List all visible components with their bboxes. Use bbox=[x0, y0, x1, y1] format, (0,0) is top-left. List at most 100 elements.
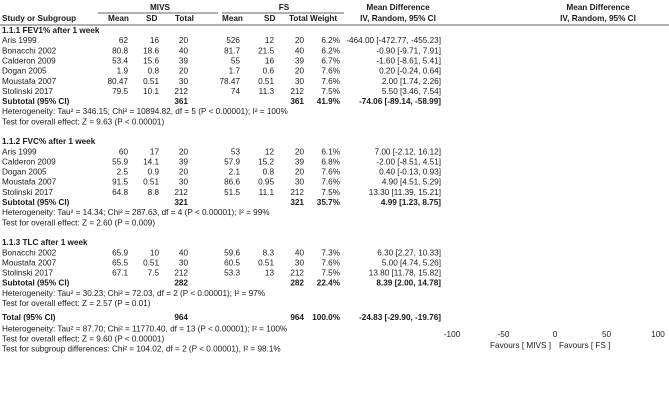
total1-cell: 39 bbox=[179, 56, 189, 65]
mean2-cell: 526 bbox=[226, 36, 240, 45]
col-header-study: Study or Subgroup bbox=[2, 14, 76, 23]
col-header-total2: Total bbox=[289, 14, 308, 23]
sd2-cell: 0.51 bbox=[258, 77, 274, 86]
subtotal-total1: 361 bbox=[174, 97, 188, 106]
weight-cell: 7.5% bbox=[321, 269, 340, 278]
total2-cell: 212 bbox=[290, 87, 304, 96]
mean2-cell: 59.6 bbox=[224, 248, 240, 257]
sd1-cell: 0.51 bbox=[143, 77, 159, 86]
mean1-cell: 55.9 bbox=[112, 157, 128, 166]
subgroup-title: 1.1.3 TLC after 1 week bbox=[2, 238, 88, 247]
ci-cell: 0.20 [-0.24, 0.64] bbox=[379, 67, 441, 76]
ci-cell: 5.50 [3.46, 7.54] bbox=[382, 87, 441, 96]
mean1-cell: 2.5 bbox=[117, 168, 129, 177]
total1-cell: 212 bbox=[174, 87, 188, 96]
heterogeneity-text: Heterogeneity: Tau² = 14.34; Chi² = 287.… bbox=[2, 208, 270, 217]
sd2-cell: 12 bbox=[265, 36, 275, 45]
total1-cell: 212 bbox=[174, 269, 188, 278]
mean2-cell: 60.5 bbox=[224, 258, 240, 267]
subtotal-total2: 282 bbox=[290, 279, 304, 288]
sd1-cell: 10 bbox=[150, 248, 160, 257]
mean1-cell: 67.1 bbox=[112, 269, 128, 278]
ci-cell: 13.30 [11.39, 15.21] bbox=[369, 188, 441, 197]
sd2-cell: 0.6 bbox=[263, 67, 275, 76]
total-overall-effect: Test for overall effect: Z = 9.60 (P < 0… bbox=[2, 335, 164, 344]
weight-cell: 7.6% bbox=[321, 258, 340, 267]
sd2-cell: 0.95 bbox=[258, 178, 274, 187]
study-name: Bonacchi 2002 bbox=[2, 248, 57, 257]
subgroup-title: 1.1.1 FEV1% after 1 week bbox=[2, 26, 100, 35]
ci-cell: 7.00 [-2.12, 16.12] bbox=[375, 147, 441, 156]
subtotal-total1: 282 bbox=[174, 279, 188, 288]
study-name: Bonacchi 2002 bbox=[2, 46, 57, 55]
sd2-cell: 11.1 bbox=[259, 188, 275, 197]
mean1-cell: 62 bbox=[119, 36, 129, 45]
col-header-md-method-plot: IV, Random, 95% CI bbox=[560, 14, 636, 23]
sd2-cell: 13 bbox=[265, 269, 275, 278]
total1-cell: 40 bbox=[179, 248, 189, 257]
total2-cell: 39 bbox=[295, 56, 305, 65]
weight-cell: 7.6% bbox=[321, 178, 340, 187]
sd1-cell: 0.9 bbox=[148, 168, 160, 177]
subtotal-total2: 361 bbox=[290, 97, 304, 106]
mean1-cell: 65.5 bbox=[112, 258, 128, 267]
sd2-cell: 16 bbox=[265, 56, 275, 65]
header-group2: FS bbox=[279, 3, 290, 12]
total2-cell: 30 bbox=[295, 77, 305, 86]
sd1-cell: 15.6 bbox=[143, 56, 159, 65]
col-header-mean2: Mean bbox=[222, 14, 243, 23]
subtotal-label: Subtotal (95% CI) bbox=[2, 198, 70, 207]
total2-cell: 20 bbox=[295, 67, 305, 76]
subtotal-ci: 8.39 [2.00, 14.78] bbox=[376, 279, 441, 288]
sd1-cell: 10.1 bbox=[143, 87, 159, 96]
subtotal-weight: 41.9% bbox=[317, 97, 341, 106]
study-name: Calderon 2009 bbox=[2, 157, 56, 166]
weight-cell: 6.7% bbox=[321, 56, 340, 65]
study-name: Aris 1999 bbox=[2, 147, 37, 156]
subtotal-label: Subtotal (95% CI) bbox=[2, 279, 70, 288]
sd1-cell: 14.1 bbox=[143, 157, 159, 166]
total1-cell: 40 bbox=[179, 46, 189, 55]
total2-cell: 20 bbox=[295, 147, 305, 156]
total2-cell: 30 bbox=[295, 178, 305, 187]
sd2-cell: 11.3 bbox=[259, 87, 275, 96]
mean1-cell: 80.47 bbox=[108, 77, 129, 86]
weight-cell: 7.6% bbox=[321, 168, 340, 177]
col-header-weight: Weight bbox=[310, 14, 337, 23]
total1-cell: 20 bbox=[179, 147, 189, 156]
weight-cell: 6.2% bbox=[321, 36, 340, 45]
total2-cell: 20 bbox=[295, 36, 305, 45]
col-header-total1: Total bbox=[175, 14, 194, 23]
mean2-cell: 2.1 bbox=[229, 168, 241, 177]
total-heterogeneity: Heterogeneity: Tau² = 87.70; Chi² = 1177… bbox=[2, 324, 287, 333]
ci-cell: -0.90 [-9.71, 7.91] bbox=[376, 46, 441, 55]
header-md-title: Mean Difference bbox=[366, 3, 430, 12]
ci-cell: -2.00 [-8.51, 4.51] bbox=[376, 157, 441, 166]
sd1-cell: 16 bbox=[150, 36, 160, 45]
weight-cell: 7.5% bbox=[321, 188, 340, 197]
ci-cell: -464.00 [-472.77, -455.23] bbox=[346, 36, 441, 45]
mean1-cell: 1.9 bbox=[117, 67, 129, 76]
total-label: Total (95% CI) bbox=[2, 313, 56, 322]
favours-left-label: Favours [ MIVS ] bbox=[490, 341, 551, 350]
subtotal-total2: 321 bbox=[290, 198, 304, 207]
sd1-cell: 8.8 bbox=[148, 188, 160, 197]
sd2-cell: 15.2 bbox=[258, 157, 274, 166]
mean2-cell: 1.7 bbox=[229, 67, 241, 76]
total-n2: 964 bbox=[290, 313, 304, 322]
mean2-cell: 86.6 bbox=[224, 178, 240, 187]
heterogeneity-text: Heterogeneity: Tau² = 346.15; Chi² = 108… bbox=[2, 107, 288, 116]
total-n1: 964 bbox=[174, 313, 188, 322]
study-name: Aris 1999 bbox=[2, 36, 37, 45]
subtotal-label: Subtotal (95% CI) bbox=[2, 97, 70, 106]
mean2-cell: 74 bbox=[231, 87, 241, 96]
sd2-cell: 0.8 bbox=[263, 168, 275, 177]
sd1-cell: 0.8 bbox=[148, 67, 160, 76]
total-weight: 100.0% bbox=[312, 313, 340, 322]
sd2-cell: 0.51 bbox=[258, 258, 274, 267]
mean1-cell: 64.8 bbox=[112, 188, 128, 197]
total1-cell: 20 bbox=[179, 168, 189, 177]
subtotal-weight: 35.7% bbox=[317, 198, 341, 207]
